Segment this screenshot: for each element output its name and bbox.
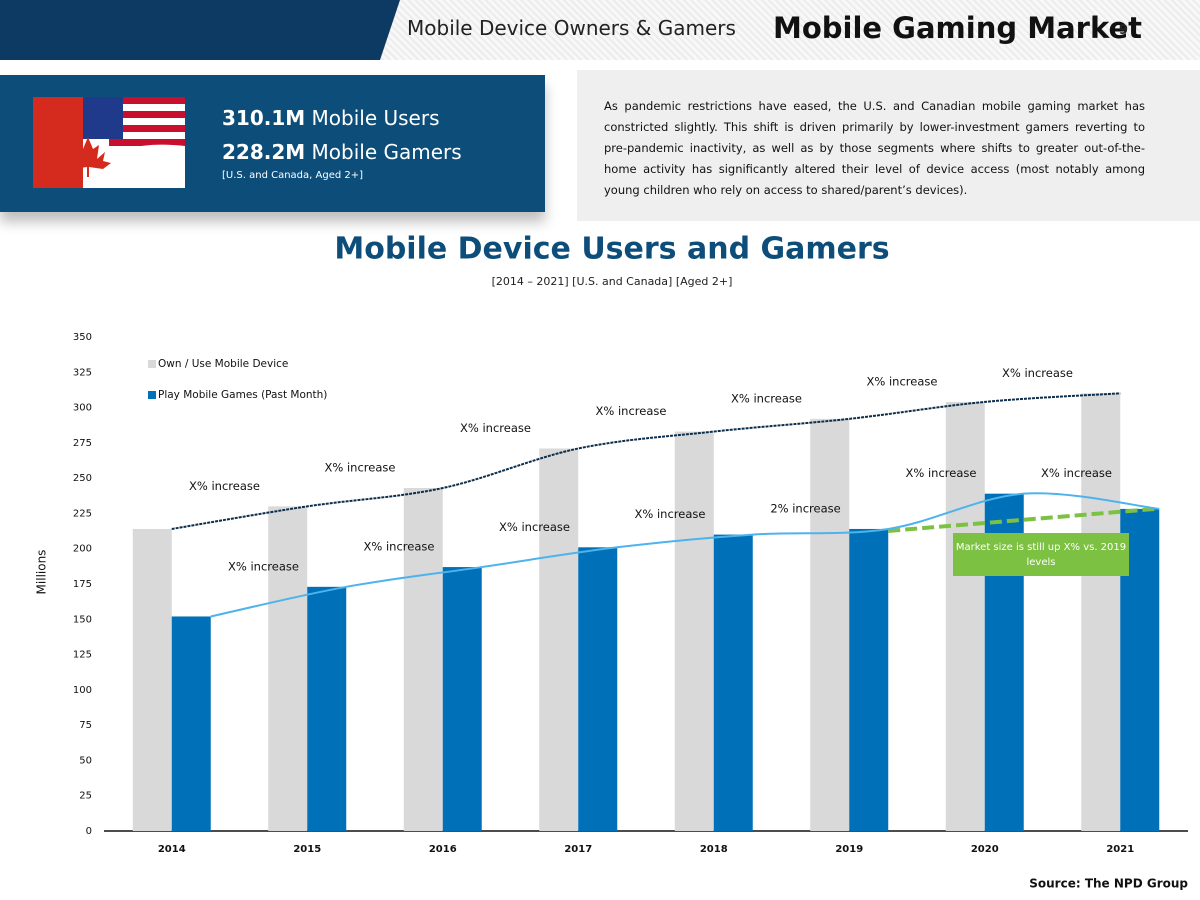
bar [810, 418, 850, 831]
annotation: 2% increase [770, 501, 840, 515]
x-tick-label: 2019 [835, 844, 863, 855]
y-tick-label: 300 [73, 403, 92, 414]
bar [674, 431, 714, 831]
y-tick-label: 150 [73, 614, 92, 625]
stat-value: 228.2M [222, 140, 306, 164]
trend-line [210, 492, 1160, 618]
bar [539, 448, 579, 831]
annotation: X% increase [325, 461, 396, 475]
trend-line [171, 392, 1121, 530]
stat-note: [U.S. and Canada, Aged 2+] [222, 170, 364, 181]
y-tick-label: 350 [73, 332, 92, 343]
callout: Market size is still up X% vs. 2019 leve… [953, 533, 1129, 576]
annotation: X% increase [1041, 466, 1112, 480]
bar [578, 547, 618, 831]
chart-subtitle: [2014 – 2021] [U.S. and Canada] [Aged 2+… [492, 275, 733, 288]
bar [1081, 393, 1121, 831]
y-tick-label: 25 [79, 791, 92, 802]
annotation: X% increase [867, 374, 938, 388]
y-tick-label: 0 [86, 826, 92, 837]
bar [403, 488, 443, 831]
annotation: X% increase [228, 559, 299, 573]
bar [268, 506, 308, 831]
annotation: X% increase [364, 540, 435, 554]
y-tick-label: 75 [79, 720, 92, 731]
y-tick-label: 100 [73, 685, 92, 696]
stat-label: Mobile Gamers [311, 140, 462, 164]
bar [307, 586, 347, 831]
callout-trend [888, 506, 1156, 533]
x-tick-label: 2015 [293, 844, 321, 855]
bar [132, 528, 172, 831]
bar [713, 534, 753, 831]
annotation: X% increase [596, 404, 667, 418]
bar [171, 616, 211, 831]
annotation: X% increase [635, 507, 706, 521]
paragraph: As pandemic restrictions have eased, the… [604, 99, 1145, 197]
y-tick-label: 175 [73, 579, 92, 590]
legend-swatch [148, 360, 156, 368]
bar [442, 567, 482, 831]
text-box [577, 70, 1200, 221]
us-flag [83, 97, 185, 146]
legend-swatch [148, 391, 156, 399]
x-tick-label: 2014 [158, 844, 186, 855]
x-tick-label: 2018 [700, 844, 728, 855]
annotation: X% increase [906, 466, 977, 480]
x-tick-label: 2020 [971, 844, 999, 855]
x-tick-label: 2017 [564, 844, 592, 855]
header-title: Mobile Gaming Market [773, 11, 1142, 45]
y-tick-label: 50 [79, 755, 92, 766]
header-accent [0, 0, 400, 60]
annotation: X% increase [1002, 366, 1073, 380]
legend-label: Own / Use Mobile Device [158, 358, 288, 370]
source: Source: The NPD Group [1029, 877, 1188, 891]
y-tick-label: 325 [73, 367, 92, 378]
x-tick-label: 2021 [1106, 844, 1134, 855]
y-tick-label: 275 [73, 438, 92, 449]
flag [33, 97, 185, 188]
y-tick-label: 200 [73, 544, 92, 555]
page-number: 9 [1119, 23, 1129, 38]
stat-value: 310.1M [222, 106, 306, 130]
annotation: X% increase [189, 479, 260, 493]
bar [945, 401, 985, 831]
annotation: X% increase [731, 391, 802, 405]
stat: 228.2M Mobile Gamers [222, 140, 462, 164]
annotation: X% increase [460, 421, 531, 435]
x-tick-label: 2016 [429, 844, 457, 855]
y-tick-label: 225 [73, 508, 92, 519]
y-axis-label: Millions [35, 550, 49, 595]
header-section: Mobile Device Owners & Gamers [407, 16, 736, 40]
y-tick-label: 250 [73, 473, 92, 484]
annotation: X% increase [499, 520, 570, 534]
y-tick-label: 125 [73, 650, 92, 661]
chart-title: Mobile Device Users and Gamers [334, 232, 889, 267]
legend-label: Play Mobile Games (Past Month) [158, 389, 327, 401]
bar [849, 528, 889, 831]
stat-label: Mobile Users [311, 106, 440, 130]
stat: 310.1M Mobile Users [222, 106, 440, 130]
